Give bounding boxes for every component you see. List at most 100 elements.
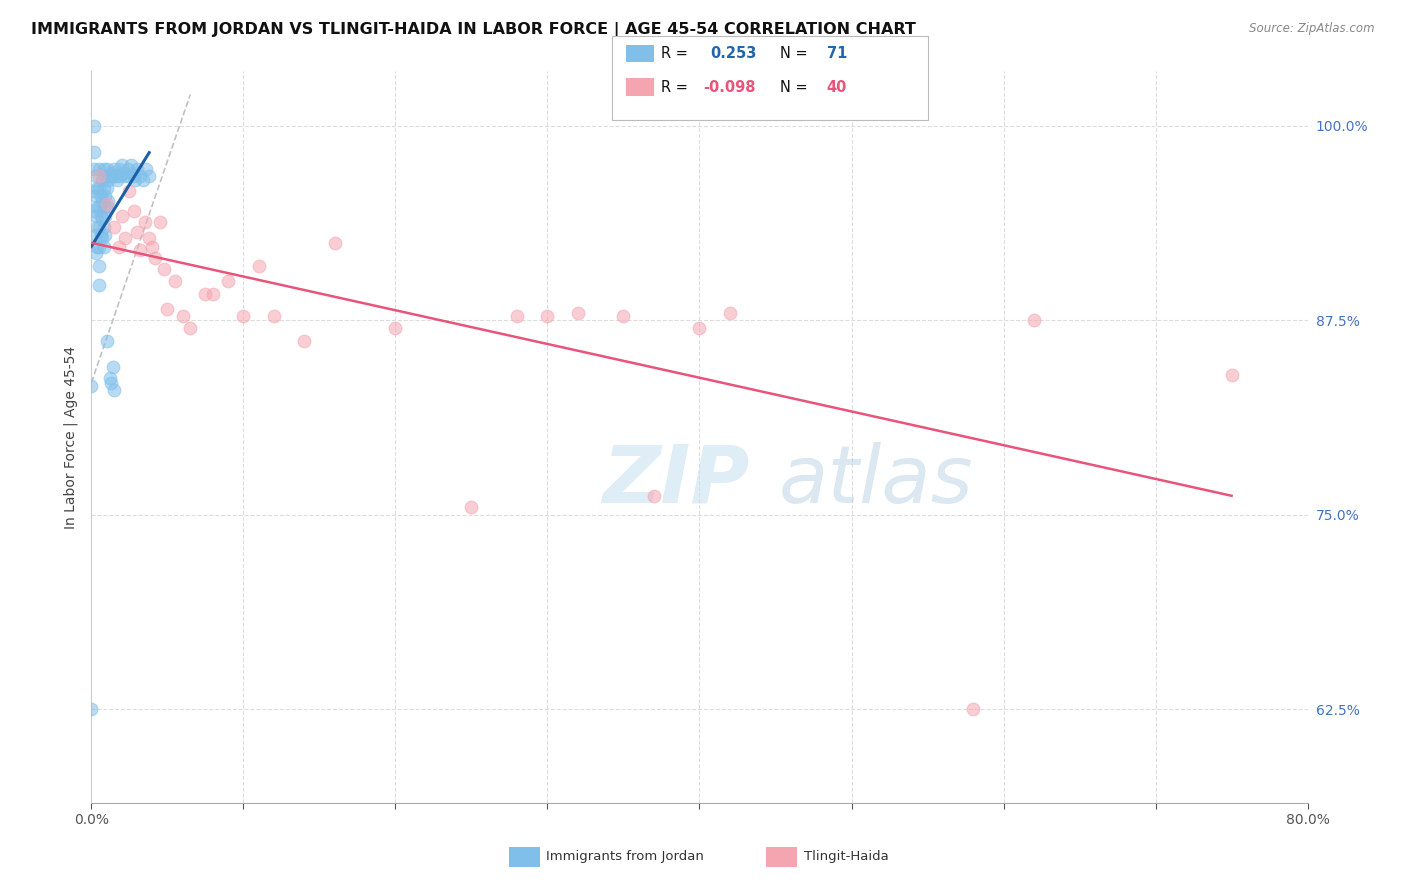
Text: 71: 71: [827, 46, 846, 61]
Point: [100, 376, 122, 390]
Point: [80, 702, 103, 716]
Point: [103, 219, 125, 234]
Point: [172, 309, 194, 323]
Point: [94, 227, 117, 242]
Point: [101, 359, 124, 374]
Point: [110, 169, 132, 183]
Point: [118, 169, 141, 183]
Point: [93, 200, 115, 214]
Point: [86, 240, 108, 254]
Point: [98, 371, 121, 385]
Point: [83, 145, 105, 160]
Point: [143, 251, 166, 265]
Point: [87, 181, 110, 195]
Point: [86, 200, 108, 214]
Point: [179, 321, 201, 335]
Point: [129, 244, 152, 258]
Point: [96, 181, 118, 195]
Point: [217, 275, 239, 289]
Point: [80, 378, 103, 392]
Point: [718, 305, 741, 319]
Point: [536, 309, 558, 323]
Point: [89, 227, 111, 242]
Point: [104, 169, 127, 183]
Point: [84, 246, 107, 260]
Point: [97, 194, 120, 208]
Point: [84, 209, 107, 223]
Point: [156, 302, 179, 317]
Point: [83, 204, 105, 219]
Point: [1220, 368, 1243, 382]
Point: [134, 215, 156, 229]
Point: [94, 209, 117, 223]
Point: [263, 309, 285, 323]
Point: [112, 165, 135, 179]
Point: [91, 173, 114, 187]
Point: [114, 231, 136, 245]
Point: [103, 162, 125, 177]
Point: [91, 212, 114, 227]
Point: [87, 219, 110, 234]
Point: [125, 225, 148, 239]
Point: [194, 286, 217, 301]
Point: [83, 119, 105, 133]
Point: [97, 173, 120, 187]
Point: [91, 231, 114, 245]
Point: [111, 158, 134, 172]
Point: [96, 162, 118, 177]
Text: N =: N =: [780, 46, 808, 61]
Point: [86, 219, 108, 234]
Point: [87, 277, 110, 292]
Point: [87, 240, 110, 254]
Point: [117, 162, 139, 177]
Point: [122, 169, 145, 183]
Point: [384, 321, 406, 335]
Point: [118, 184, 141, 198]
Point: [122, 204, 145, 219]
Point: [105, 173, 128, 187]
Text: R =: R =: [661, 46, 688, 61]
Point: [129, 169, 152, 183]
Point: [125, 162, 148, 177]
Point: [94, 169, 117, 183]
Point: [612, 309, 634, 323]
Point: [1022, 313, 1045, 327]
Text: atlas: atlas: [779, 442, 973, 520]
Text: R =: R =: [661, 80, 688, 95]
Point: [83, 184, 105, 198]
Point: [94, 189, 117, 203]
Point: [91, 194, 114, 208]
Point: [292, 334, 315, 348]
Point: [153, 262, 176, 277]
Text: IMMIGRANTS FROM JORDAN VS TLINGIT-HAIDA IN LABOR FORCE | AGE 45-54 CORRELATION C: IMMIGRANTS FROM JORDAN VS TLINGIT-HAIDA …: [31, 22, 915, 38]
Text: Immigrants from Jordan: Immigrants from Jordan: [546, 850, 703, 863]
Point: [247, 259, 270, 273]
Point: [149, 215, 172, 229]
Point: [643, 489, 665, 503]
Point: [202, 286, 225, 301]
Point: [138, 169, 160, 183]
Point: [107, 240, 129, 254]
Y-axis label: In Labor Force | Age 45-54: In Labor Force | Age 45-54: [63, 345, 79, 529]
Text: 0.253: 0.253: [710, 46, 756, 61]
Point: [107, 162, 129, 177]
Text: ZIP: ZIP: [602, 442, 749, 520]
Point: [96, 334, 118, 348]
Point: [135, 162, 157, 177]
Point: [232, 309, 254, 323]
Point: [506, 309, 529, 323]
Point: [87, 162, 110, 177]
Point: [323, 235, 346, 250]
Point: [121, 165, 143, 179]
Point: [114, 169, 136, 183]
Point: [96, 196, 118, 211]
Text: N =: N =: [780, 80, 808, 95]
Point: [83, 162, 105, 177]
Point: [87, 259, 110, 273]
Point: [688, 321, 710, 335]
Point: [962, 702, 984, 716]
Point: [460, 500, 482, 515]
Point: [96, 200, 118, 214]
Text: Source: ZipAtlas.com: Source: ZipAtlas.com: [1250, 22, 1375, 36]
Point: [89, 189, 111, 203]
